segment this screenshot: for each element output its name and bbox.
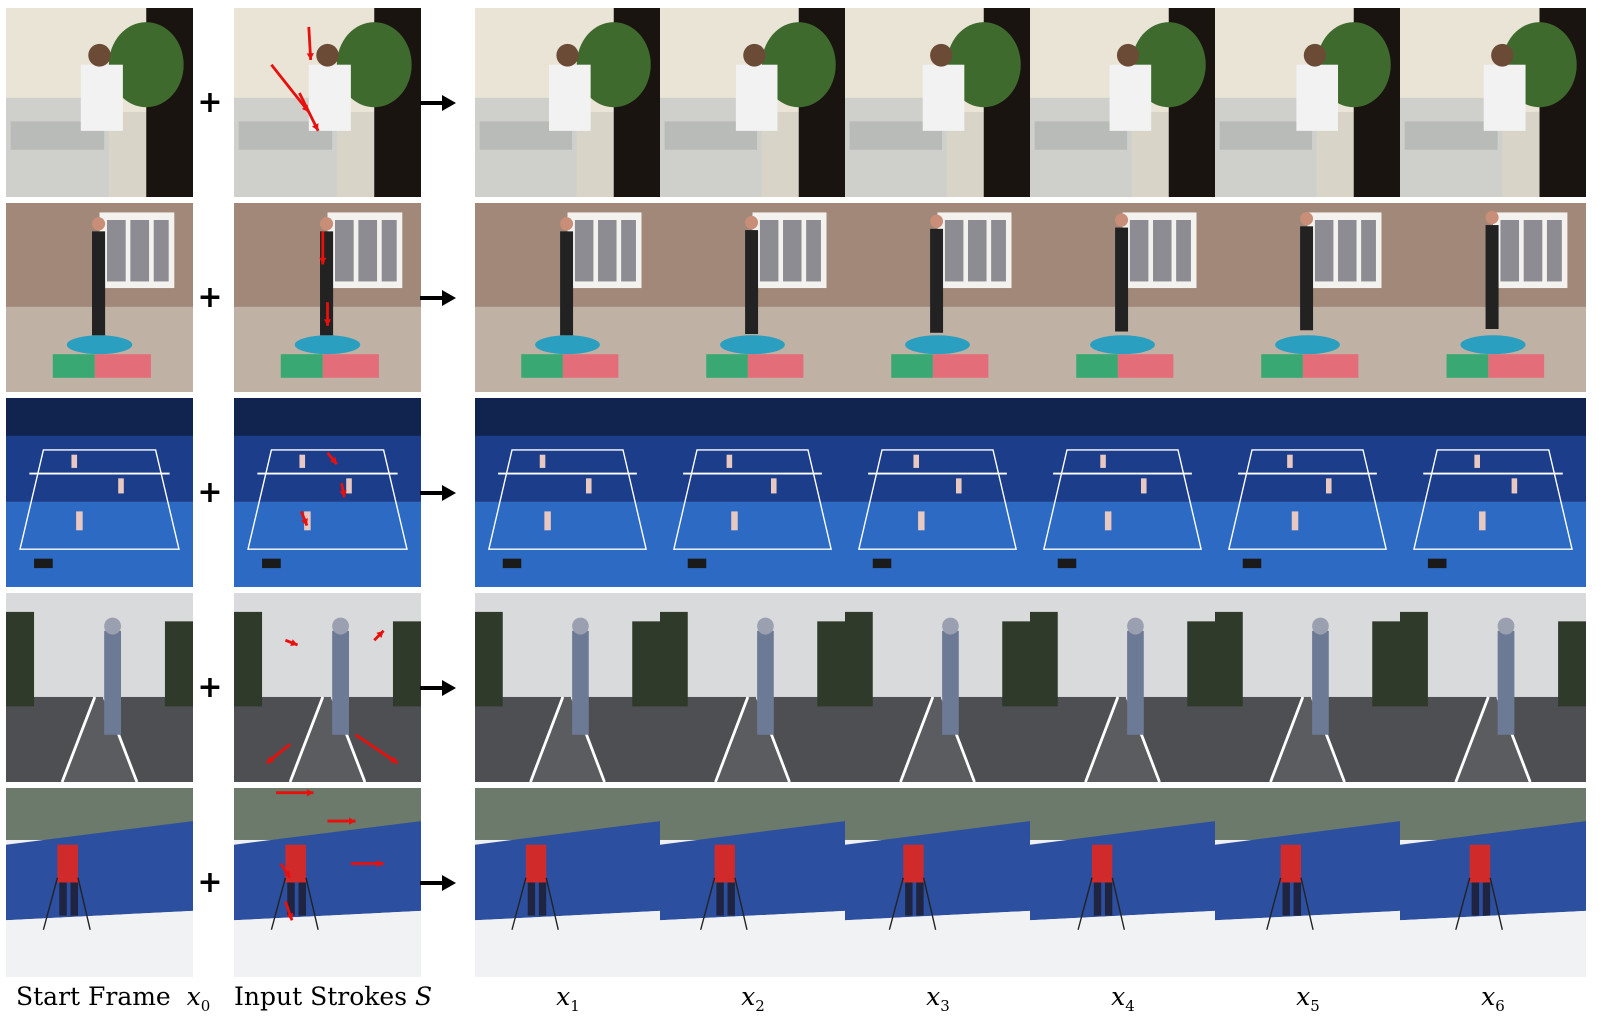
generated-frame-x2 <box>660 788 845 977</box>
stroke-arrowhead <box>286 912 294 921</box>
start-frame-image <box>6 788 193 977</box>
right-arrow-icon <box>420 484 456 501</box>
caption-x1: x1 <box>556 982 580 1015</box>
input-strokes-image <box>234 398 421 587</box>
stroke-arrow <box>354 733 399 765</box>
generated-frame-x5 <box>1215 203 1400 392</box>
stroke-arrowhead <box>312 123 319 131</box>
stroke-arrowhead <box>323 319 332 326</box>
caption-input-strokes: Input Strokes S <box>234 982 433 1011</box>
generated-frame-x5 <box>1215 398 1400 587</box>
caption-x2: x2 <box>741 982 765 1015</box>
input-strokes-image <box>234 593 421 782</box>
stroke-arrowhead <box>266 756 275 764</box>
caption-x6: x6 <box>1481 982 1505 1015</box>
stroke-arrowhead <box>329 456 337 465</box>
generated-frame-x2 <box>660 398 845 587</box>
plus-icon: + <box>197 279 223 315</box>
generated-frame-x3 <box>845 398 1030 587</box>
stroke-arrow <box>270 63 310 113</box>
figure <box>735 64 778 131</box>
generated-frame-x4 <box>1030 8 1215 197</box>
caption-x5: x5 <box>1296 982 1320 1015</box>
generated-frame-x4 <box>1030 593 1215 782</box>
start-frame-image <box>6 203 193 392</box>
stroke-arrowhead <box>283 870 291 878</box>
right-arrow-icon <box>420 679 456 696</box>
right-arrow-icon <box>420 289 456 306</box>
generated-frame-x1 <box>475 788 660 977</box>
start-frame-image <box>6 398 193 587</box>
stroke-arrowhead <box>306 789 314 797</box>
generated-frame-x4 <box>1030 788 1215 977</box>
generated-frame-x3 <box>845 593 1030 782</box>
generated-frame-x1 <box>475 8 660 197</box>
input-strokes-image <box>234 203 421 392</box>
stroke-arrowhead <box>376 630 384 639</box>
generated-frame-x6 <box>1400 8 1586 197</box>
stroke-arrowhead <box>348 817 356 825</box>
stroke-arrowhead <box>290 639 298 646</box>
right-arrow-icon <box>420 94 456 111</box>
generated-frame-x4 <box>1030 203 1215 392</box>
input-strokes-image <box>234 8 421 197</box>
plus-icon: + <box>197 864 223 900</box>
caption-x4: x4 <box>1111 982 1135 1015</box>
generated-frame-x3 <box>845 788 1030 977</box>
generated-frame-x2 <box>660 8 845 197</box>
generated-frame-x5 <box>1215 8 1400 197</box>
start-frame-image <box>6 8 193 197</box>
stroke-arrowhead <box>339 490 347 498</box>
generated-frame-x4 <box>1030 398 1215 587</box>
generated-frame-x5 <box>1215 788 1400 977</box>
figure <box>549 64 591 131</box>
generated-frame-x2 <box>660 203 845 392</box>
figure <box>1109 64 1152 131</box>
plus-icon: + <box>197 84 223 120</box>
generated-frame-x3 <box>845 203 1030 392</box>
caption-x3: x3 <box>926 982 950 1015</box>
generated-frame-x1 <box>475 398 660 587</box>
generated-frame-x5 <box>1215 593 1400 782</box>
caption-start-frame: Start Frame x0 <box>16 982 211 1015</box>
right-arrow-icon <box>420 874 456 891</box>
input-strokes-image <box>234 788 421 977</box>
plus-icon: + <box>197 474 223 510</box>
plus-icon: + <box>197 669 223 705</box>
generated-frame-x1 <box>475 203 660 392</box>
start-frame-image <box>6 593 193 782</box>
figure <box>1483 64 1526 131</box>
stroke-arrowhead <box>377 859 384 868</box>
stroke-arrow <box>298 92 320 132</box>
generated-frame-x6 <box>1400 398 1586 587</box>
generated-frame-x6 <box>1400 593 1586 782</box>
figure <box>1296 64 1339 131</box>
figure <box>308 64 351 131</box>
stroke-arrowhead <box>306 53 314 60</box>
figure <box>80 64 123 131</box>
generated-frame-x6 <box>1400 203 1586 392</box>
generated-frame-x6 <box>1400 788 1586 977</box>
stroke-arrowhead <box>319 257 327 265</box>
generated-frame-x3 <box>845 8 1030 197</box>
figure <box>922 64 965 131</box>
generated-frame-x2 <box>660 593 845 782</box>
stroke-arrowhead <box>390 756 398 764</box>
stroke-arrowhead <box>301 518 308 526</box>
generated-frame-x1 <box>475 593 660 782</box>
